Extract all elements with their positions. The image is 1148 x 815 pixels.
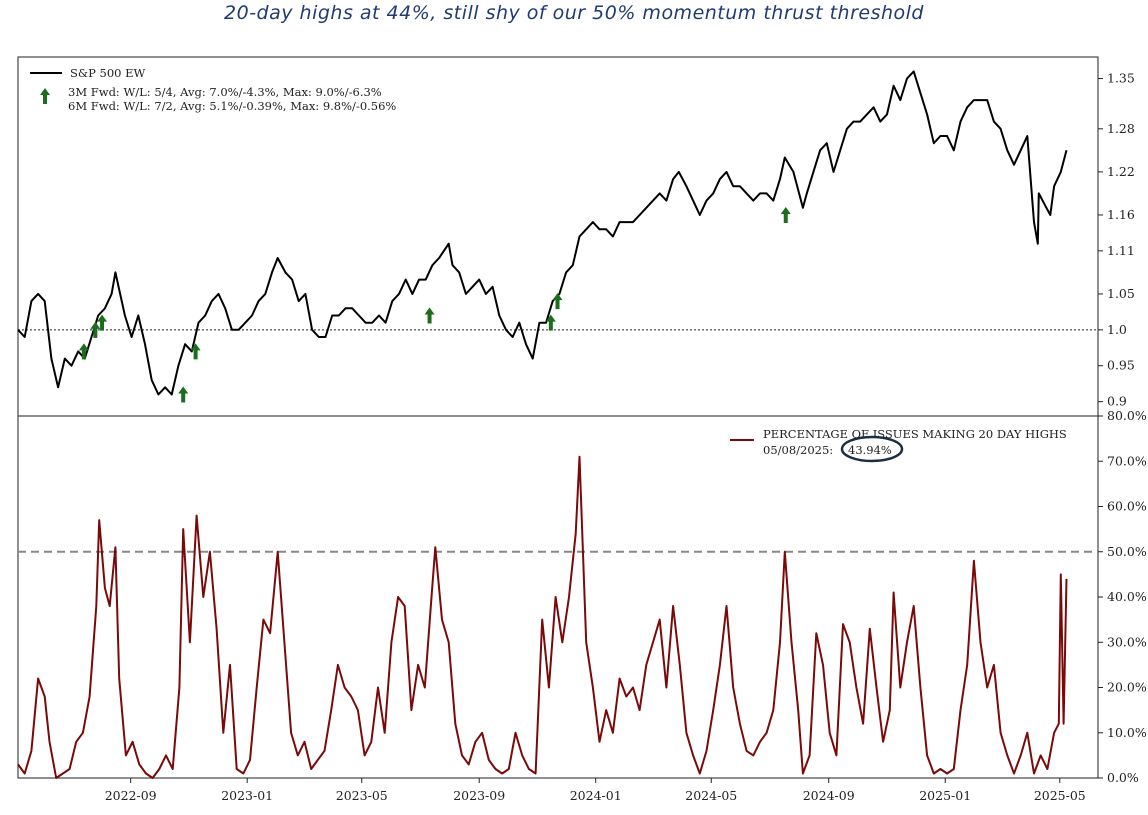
legend-date-label: 05/08/2025: — [763, 443, 833, 457]
x-tick-label: 2024-01 — [570, 788, 622, 803]
top-y-tick-label: 1.0 — [1107, 322, 1127, 337]
legend-series-label-bottom: PERCENTAGE OF ISSUES MAKING 20 DAY HIGHS — [763, 427, 1067, 441]
top-y-tick-label: 1.11 — [1107, 243, 1135, 258]
x-tick-label: 2023-05 — [336, 788, 388, 803]
bottom-y-tick-label: 40.0% — [1107, 589, 1147, 604]
bottom-y-tick-label: 0.0% — [1107, 770, 1139, 785]
top-y-tick-label: 1.05 — [1107, 286, 1135, 301]
bottom-legend: PERCENTAGE OF ISSUES MAKING 20 DAY HIGHS… — [730, 427, 1067, 463]
legend-value-label: 43.94% — [848, 443, 892, 457]
x-tick-label: 2024-09 — [803, 788, 855, 803]
top-y-tick-label: 0.95 — [1107, 358, 1135, 373]
pct-20d-highs-line — [17, 455, 1068, 779]
highlight-circle — [840, 435, 904, 463]
legend-signal-line1: 3M Fwd: W/L: 5/4, Avg: 7.0%/-4.3%, Max: … — [68, 85, 382, 99]
x-tick-label: 2023-01 — [221, 788, 273, 803]
top-y-axis: 0.9 0.95 1.0 1.05 1.11 1.16 1.22 1.28 1.35 — [1098, 71, 1135, 409]
legend-signal-line2: 6M Fwd: W/L: 7/2, Avg: 5.1%/-0.39%, Max:… — [68, 99, 396, 113]
signal-arrow-icon — [97, 314, 108, 331]
bottom-y-tick-label: 70.0% — [1107, 453, 1147, 468]
top-y-tick-label: 1.28 — [1107, 121, 1135, 136]
page-title: 20-day highs at 44%, still shy of our 50… — [224, 2, 924, 24]
bottom-y-tick-label: 20.0% — [1107, 680, 1147, 695]
signal-arrow-icon — [780, 206, 791, 223]
top-y-tick-label: 0.9 — [1107, 394, 1127, 409]
bottom-y-tick-label: 80.0% — [1107, 408, 1147, 423]
bottom-panel-frame — [17, 415, 1099, 779]
top-y-tick-label: 1.22 — [1107, 164, 1135, 179]
legend-series-label: S&P 500 EW — [70, 66, 146, 80]
bottom-y-tick-label: 60.0% — [1107, 499, 1147, 514]
signal-arrow-icon — [90, 321, 101, 338]
bottom-y-tick-label: 50.0% — [1107, 544, 1147, 559]
signal-arrow-icon — [545, 314, 556, 331]
top-y-tick-label: 1.16 — [1107, 207, 1135, 222]
x-tick-label: 2022-09 — [105, 788, 157, 803]
x-tick-label: 2024-05 — [685, 788, 737, 803]
sp500-ew-line — [17, 70, 1068, 396]
x-tick-label: 2025-05 — [1034, 788, 1086, 803]
top-y-tick-label: 1.35 — [1107, 71, 1135, 86]
signal-arrows — [78, 206, 791, 403]
signal-arrow-icon — [78, 343, 89, 360]
signal-arrow-icon — [552, 293, 563, 310]
bottom-y-tick-label: 10.0% — [1107, 725, 1147, 740]
legend-arrow-icon — [40, 88, 50, 104]
top-legend: S&P 500 EW 3M Fwd: W/L: 5/4, Avg: 7.0%/-… — [30, 66, 396, 113]
signal-arrow-icon — [190, 343, 201, 360]
signal-arrow-icon — [424, 307, 435, 324]
x-tick-label: 2025-01 — [919, 788, 971, 803]
bottom-y-tick-label: 30.0% — [1107, 634, 1147, 649]
bottom-y-axis: 0.0% 10.0% 20.0% 30.0% 40.0% 50.0% 60.0% 70.0% 8… — [1098, 408, 1147, 785]
signal-arrow-icon — [178, 386, 189, 403]
x-axis: 2022-09 2023-01 2023-05 2023-09 2024-01 2024-… — [105, 778, 1086, 803]
x-tick-label: 2023-09 — [453, 788, 505, 803]
